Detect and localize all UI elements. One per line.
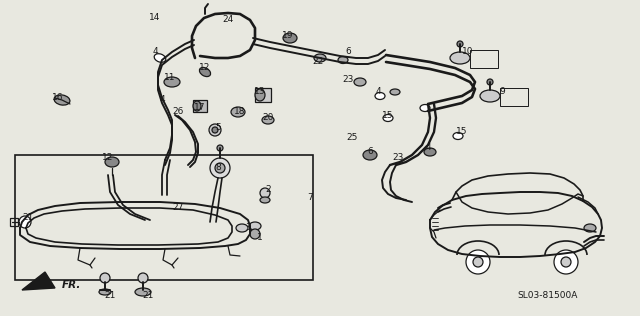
Text: 21: 21 [22, 214, 34, 222]
Circle shape [210, 158, 230, 178]
Text: 10: 10 [462, 47, 474, 57]
Ellipse shape [236, 224, 248, 232]
Text: 15: 15 [456, 127, 468, 137]
Ellipse shape [193, 101, 201, 111]
Text: 1: 1 [257, 234, 263, 242]
Text: 16: 16 [52, 94, 64, 102]
Text: 4: 4 [159, 95, 165, 105]
Circle shape [466, 250, 490, 274]
Ellipse shape [154, 54, 166, 62]
Text: 6: 6 [345, 47, 351, 57]
Circle shape [457, 41, 463, 47]
Circle shape [138, 273, 148, 283]
Ellipse shape [375, 93, 385, 100]
Text: 12: 12 [199, 64, 211, 72]
Circle shape [554, 250, 578, 274]
Text: 24: 24 [222, 15, 234, 25]
Ellipse shape [135, 288, 151, 296]
Circle shape [215, 163, 225, 173]
Bar [15, 155, 313, 280]
Circle shape [561, 257, 571, 267]
Ellipse shape [249, 222, 261, 230]
Circle shape [473, 257, 483, 267]
Text: 13: 13 [254, 88, 266, 96]
Ellipse shape [480, 90, 500, 102]
Ellipse shape [450, 52, 470, 64]
Text: 18: 18 [234, 107, 246, 117]
Circle shape [209, 124, 221, 136]
Ellipse shape [363, 150, 377, 160]
Ellipse shape [200, 67, 211, 76]
Text: 4: 4 [375, 88, 381, 96]
Ellipse shape [231, 107, 245, 117]
Ellipse shape [314, 54, 326, 62]
Text: 4: 4 [152, 47, 158, 57]
Bar [470, 50, 498, 68]
Ellipse shape [260, 197, 270, 203]
Text: 7: 7 [307, 193, 313, 203]
Ellipse shape [99, 289, 111, 295]
Ellipse shape [283, 33, 297, 43]
Text: 15: 15 [382, 111, 394, 119]
Circle shape [217, 145, 223, 151]
Text: 25: 25 [346, 133, 358, 143]
Circle shape [487, 79, 493, 85]
Text: 11: 11 [164, 74, 176, 82]
Ellipse shape [54, 95, 70, 105]
Text: 6: 6 [367, 148, 373, 156]
Ellipse shape [255, 89, 265, 101]
Bar [255, 88, 271, 102]
Text: 14: 14 [149, 14, 161, 22]
Ellipse shape [354, 78, 366, 86]
Text: 23: 23 [392, 154, 404, 162]
Text: 21: 21 [142, 290, 154, 300]
Ellipse shape [338, 57, 348, 64]
Text: 3: 3 [245, 223, 251, 233]
Circle shape [212, 127, 218, 133]
Ellipse shape [105, 157, 119, 167]
Ellipse shape [424, 148, 436, 156]
Ellipse shape [164, 77, 180, 87]
Text: 21: 21 [104, 290, 116, 300]
Text: 4: 4 [425, 143, 431, 153]
Ellipse shape [383, 114, 393, 121]
Ellipse shape [420, 105, 430, 112]
Bar [193, 100, 207, 112]
Text: 19: 19 [282, 31, 294, 40]
Circle shape [260, 188, 270, 198]
Text: FR.: FR. [62, 280, 81, 290]
Circle shape [19, 216, 31, 228]
Text: 9: 9 [499, 88, 505, 96]
Text: 26: 26 [172, 107, 184, 117]
Ellipse shape [262, 116, 274, 124]
Ellipse shape [584, 224, 596, 232]
Bar [500, 88, 528, 106]
Ellipse shape [390, 89, 400, 95]
Text: 12: 12 [102, 154, 114, 162]
Text: 23: 23 [342, 76, 354, 84]
Text: 17: 17 [195, 104, 205, 112]
Text: 8: 8 [215, 163, 221, 173]
Text: 2: 2 [265, 185, 271, 195]
Text: SL03-81500A: SL03-81500A [518, 290, 578, 300]
Ellipse shape [453, 132, 463, 139]
Text: 27: 27 [172, 204, 184, 212]
Text: 5: 5 [215, 124, 221, 132]
Bar [10, 218, 18, 226]
Circle shape [250, 229, 260, 239]
Circle shape [100, 273, 110, 283]
Polygon shape [22, 272, 55, 290]
Text: 22: 22 [312, 58, 324, 66]
Text: 20: 20 [262, 113, 274, 123]
